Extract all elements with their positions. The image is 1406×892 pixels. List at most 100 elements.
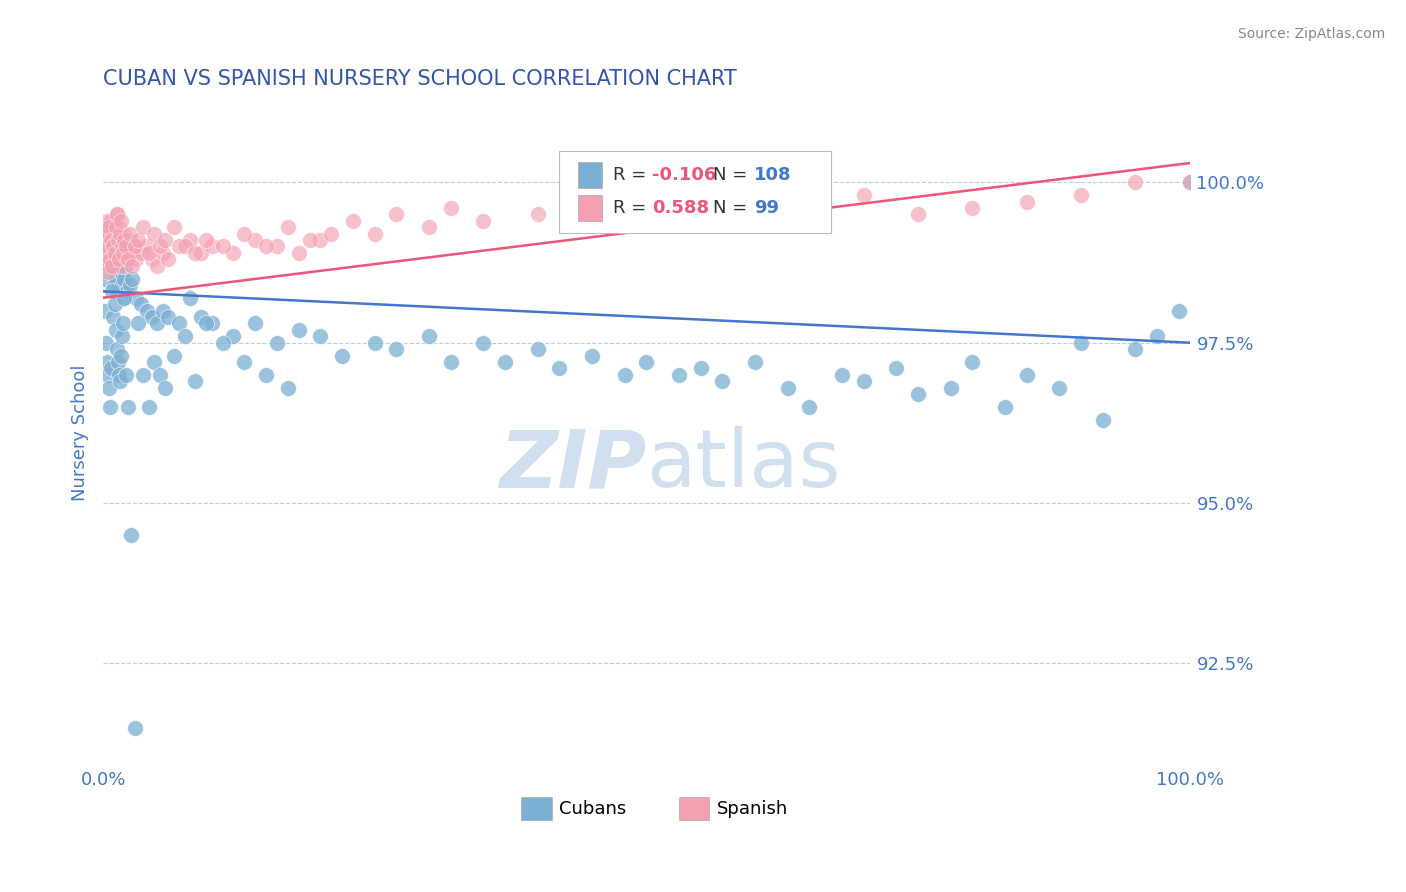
Point xyxy=(960,355,983,369)
Point xyxy=(149,368,172,382)
Point xyxy=(254,368,277,382)
Point xyxy=(101,259,124,273)
Point xyxy=(201,317,224,331)
Point xyxy=(149,239,172,253)
Point xyxy=(100,233,122,247)
Point xyxy=(115,368,138,382)
Point xyxy=(94,233,117,247)
Text: N =: N = xyxy=(713,167,752,185)
Point xyxy=(153,233,176,247)
Point xyxy=(309,233,332,247)
Point xyxy=(112,233,135,247)
Point xyxy=(163,220,186,235)
Point xyxy=(143,355,166,369)
Point xyxy=(100,361,122,376)
Point xyxy=(96,239,118,253)
Point xyxy=(342,214,364,228)
Point xyxy=(884,361,907,376)
Point xyxy=(190,310,212,324)
Point xyxy=(526,207,548,221)
Point xyxy=(108,368,131,382)
Point xyxy=(103,239,125,253)
Point xyxy=(97,259,120,273)
Point xyxy=(104,220,127,235)
Point xyxy=(101,285,124,299)
Point xyxy=(108,245,131,260)
Point xyxy=(152,303,174,318)
Point xyxy=(364,335,387,350)
Point xyxy=(110,239,132,253)
Point xyxy=(254,239,277,253)
Point xyxy=(105,207,128,221)
Point xyxy=(135,239,157,253)
Point xyxy=(101,239,124,253)
Point xyxy=(141,252,163,267)
Point xyxy=(108,374,131,388)
Point xyxy=(613,368,636,382)
Point xyxy=(98,245,121,260)
Point xyxy=(907,387,929,401)
Point xyxy=(266,239,288,253)
Point xyxy=(222,329,245,343)
Point xyxy=(146,317,169,331)
Point xyxy=(179,233,201,247)
Point xyxy=(112,271,135,285)
Point xyxy=(287,245,309,260)
Point xyxy=(100,233,122,247)
Point xyxy=(112,227,135,241)
Point xyxy=(120,245,142,260)
Point xyxy=(440,355,463,369)
Text: Cubans: Cubans xyxy=(560,799,627,818)
Point xyxy=(138,400,160,414)
Point xyxy=(287,323,309,337)
Point xyxy=(96,214,118,228)
Point xyxy=(103,297,125,311)
Point xyxy=(1123,342,1146,356)
Bar xyxy=(578,195,602,221)
Point xyxy=(132,220,155,235)
Point xyxy=(98,252,121,267)
Point xyxy=(125,252,148,267)
Point xyxy=(960,201,983,215)
Point xyxy=(120,227,142,241)
Point xyxy=(138,245,160,260)
Text: R =: R = xyxy=(613,167,651,185)
Point xyxy=(1015,194,1038,209)
Point xyxy=(141,310,163,324)
Point xyxy=(107,259,129,273)
Text: N =: N = xyxy=(713,199,752,217)
Text: 108: 108 xyxy=(754,167,792,185)
Point xyxy=(94,335,117,350)
Point xyxy=(124,721,146,735)
Point xyxy=(173,329,195,343)
Point xyxy=(103,245,125,260)
Bar xyxy=(679,797,710,821)
Point xyxy=(245,317,267,331)
FancyBboxPatch shape xyxy=(560,151,831,233)
Point xyxy=(105,342,128,356)
Point xyxy=(94,271,117,285)
Point xyxy=(110,265,132,279)
Point xyxy=(112,317,135,331)
Point xyxy=(744,355,766,369)
Point xyxy=(107,233,129,247)
Point xyxy=(127,233,149,247)
Point xyxy=(98,220,121,235)
Point xyxy=(1047,381,1070,395)
Point xyxy=(96,355,118,369)
Point xyxy=(121,271,143,285)
Point xyxy=(94,303,117,318)
Point xyxy=(129,245,152,260)
Point xyxy=(184,374,207,388)
Point xyxy=(201,239,224,253)
Point xyxy=(245,233,267,247)
Point xyxy=(277,220,299,235)
Point xyxy=(112,245,135,260)
Point xyxy=(776,381,799,395)
Point xyxy=(101,265,124,279)
Point xyxy=(111,245,134,260)
Point xyxy=(103,239,125,253)
Point xyxy=(124,239,146,253)
Point xyxy=(385,207,408,221)
Point xyxy=(190,245,212,260)
